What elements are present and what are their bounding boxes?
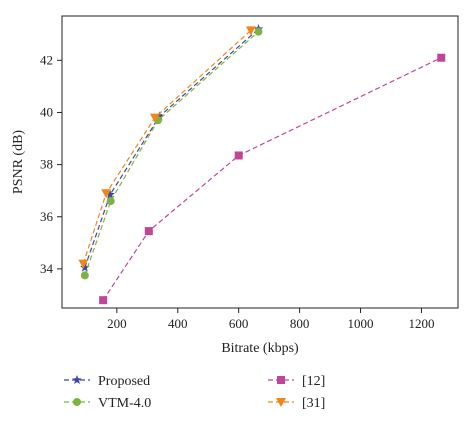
legend-entry: [12] [268, 374, 325, 389]
data-point [105, 189, 115, 199]
plot-frame [61, 15, 459, 309]
y-axis: 34 36 38 40 42 [40, 52, 62, 276]
x-tick-label: 200 [107, 316, 127, 331]
series-line [84, 28, 259, 268]
series-line [84, 31, 259, 276]
data-point [437, 53, 446, 62]
data-point [149, 113, 160, 123]
data-point [80, 271, 89, 280]
data-point [234, 151, 243, 160]
data-point [106, 197, 115, 206]
series-1 [80, 27, 263, 280]
data-point [144, 227, 153, 236]
series-3 [78, 26, 256, 269]
y-tick-label: 40 [40, 104, 53, 119]
data-point [101, 189, 112, 199]
y-tick-label: 42 [40, 52, 53, 67]
series-line [82, 29, 252, 264]
y-tick-label: 36 [40, 209, 54, 224]
data-point [254, 27, 263, 36]
series-line [102, 57, 442, 301]
data-point [154, 111, 165, 121]
legend-marker [73, 398, 81, 406]
legend-entry: Proposed [64, 374, 150, 389]
legend-marker [276, 398, 286, 407]
x-tick-label: 1000 [348, 316, 374, 331]
legend-label: VTM-4.0 [98, 396, 151, 411]
x-tick-label: 400 [168, 316, 188, 331]
data-point [80, 262, 90, 272]
legend-entry: VTM-4.0 [64, 396, 151, 411]
x-axis: 200 400 600 800 1000 1200 [107, 308, 434, 331]
legend-marker [72, 375, 82, 385]
data-point [245, 26, 256, 36]
y-tick-label: 38 [40, 157, 53, 172]
y-tick-label: 34 [40, 261, 54, 276]
x-axis-label: Bitrate (kbps) [221, 341, 299, 356]
x-tick-label: 800 [290, 316, 310, 331]
series-layer [78, 24, 446, 305]
data-point [99, 296, 108, 305]
series-0 [80, 24, 264, 272]
legend-label: [12] [302, 374, 325, 389]
legend-marker [277, 376, 285, 384]
legend-label: Proposed [98, 374, 150, 389]
series-2 [99, 53, 446, 305]
legend-label: [31] [302, 396, 325, 411]
y-axis-label: PSNR (dB) [11, 130, 26, 195]
legend: Proposed [12] VTM-4.0 [31] [64, 374, 325, 411]
x-tick-label: 1200 [408, 316, 434, 331]
x-tick-label: 600 [229, 316, 249, 331]
data-point [78, 259, 89, 269]
legend-entry: [31] [268, 396, 325, 411]
